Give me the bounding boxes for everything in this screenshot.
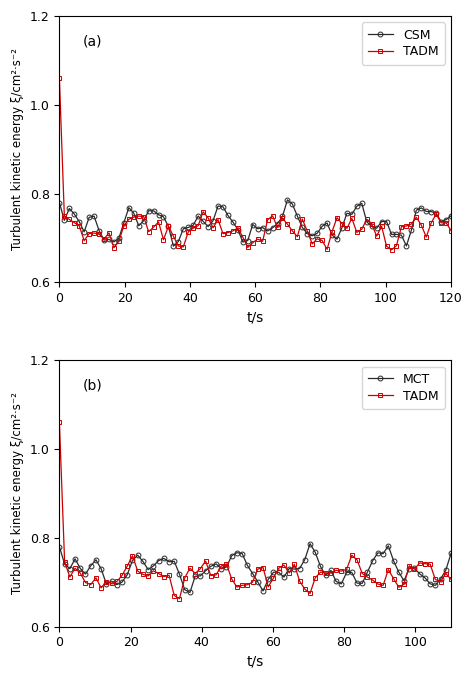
MCT	[448, 549, 454, 558]
CSM	[284, 196, 290, 204]
TADM	[448, 226, 454, 235]
TADM	[56, 418, 62, 426]
TADM	[409, 220, 414, 228]
CSM	[448, 212, 454, 220]
MCT	[328, 566, 334, 575]
TADM	[323, 569, 328, 577]
TADM	[56, 74, 62, 82]
CSM	[334, 235, 340, 243]
MCT	[56, 543, 62, 551]
CSM	[171, 242, 176, 250]
MCT	[198, 572, 203, 580]
TADM	[294, 233, 300, 241]
Line: TADM: TADM	[57, 420, 454, 601]
TADM	[177, 594, 182, 602]
X-axis label: t/s: t/s	[246, 311, 264, 325]
TADM	[389, 245, 394, 254]
MCT	[307, 540, 313, 548]
CSM	[56, 199, 62, 207]
MCT	[187, 588, 193, 596]
MCT	[318, 562, 323, 571]
Legend: CSM, TADM: CSM, TADM	[362, 22, 445, 65]
MCT	[93, 556, 99, 564]
X-axis label: t/s: t/s	[246, 655, 264, 669]
CSM	[319, 222, 325, 231]
Legend: MCT, TADM: MCT, TADM	[362, 367, 445, 409]
TADM	[93, 574, 99, 582]
Y-axis label: Turbulent kinetic energy ξ/cm²·s⁻²: Turbulent kinetic energy ξ/cm²·s⁻²	[11, 392, 24, 594]
TADM	[375, 580, 381, 588]
TADM	[198, 564, 203, 573]
TADM	[310, 240, 315, 248]
Text: (b): (b)	[83, 379, 103, 393]
CSM	[413, 206, 419, 214]
Text: (a): (a)	[83, 35, 102, 49]
Line: CSM: CSM	[57, 197, 454, 249]
Line: TADM: TADM	[57, 76, 454, 252]
MCT	[265, 575, 271, 583]
TADM	[290, 227, 295, 235]
TADM	[324, 245, 330, 254]
CSM	[235, 226, 241, 234]
CSM	[304, 229, 310, 237]
CSM	[300, 224, 305, 232]
Y-axis label: Turbulent kinetic energy ξ/cm²·s⁻²: Turbulent kinetic energy ξ/cm²·s⁻²	[11, 48, 24, 250]
Line: MCT: MCT	[57, 541, 454, 595]
TADM	[230, 227, 236, 235]
MCT	[380, 549, 386, 558]
TADM	[448, 575, 454, 583]
TADM	[265, 583, 271, 591]
TADM	[312, 574, 318, 582]
